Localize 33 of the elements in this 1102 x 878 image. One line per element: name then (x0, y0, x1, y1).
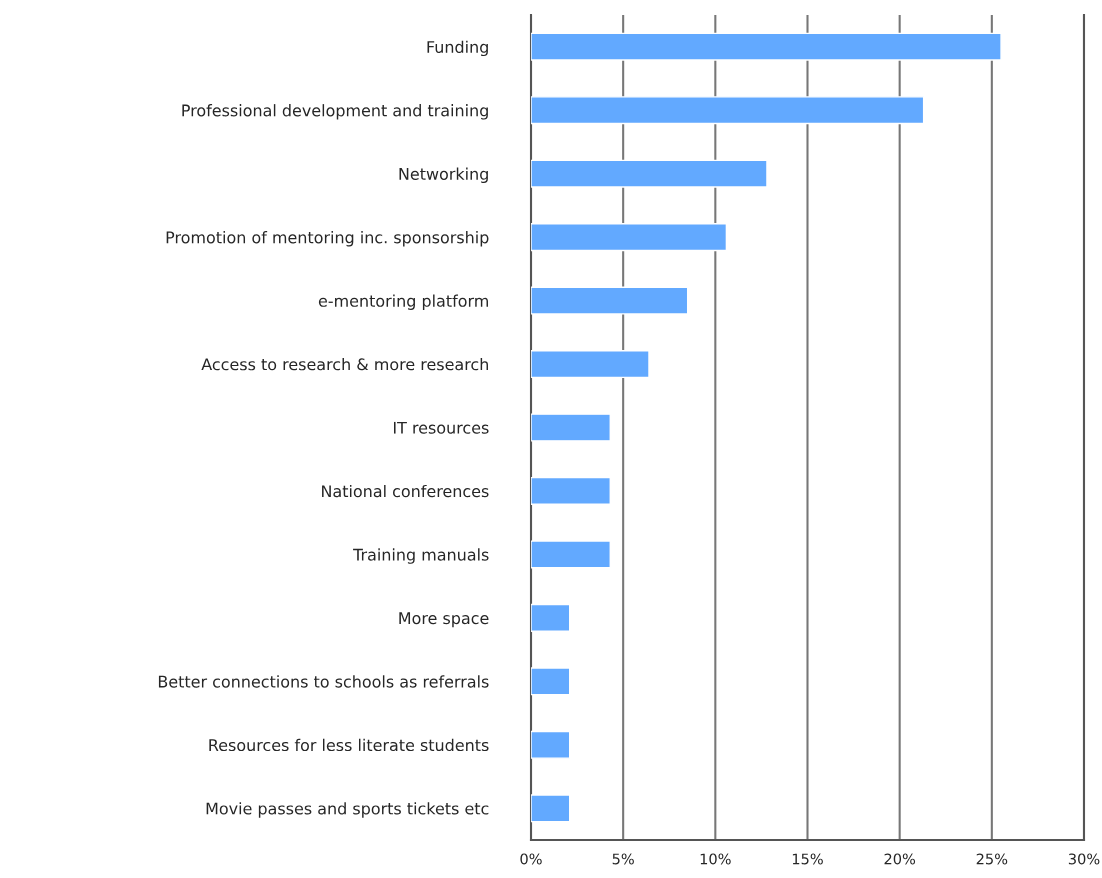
bar (531, 32, 1002, 61)
bar (531, 413, 611, 442)
x-tick-label: 20% (884, 853, 916, 865)
bar (531, 96, 925, 125)
bar (531, 159, 768, 188)
y-tick-label: e-mentoring platform (318, 294, 488, 310)
x-tick-label: 10% (700, 853, 731, 865)
y-tick-label: More space (399, 612, 489, 628)
bar (531, 476, 611, 505)
x-tick-label: 15% (792, 853, 823, 865)
bar (531, 667, 571, 696)
y-tick-label: Better connections to schools as referrals (158, 675, 489, 688)
x-tick-label: 25% (976, 853, 1008, 865)
y-tick-label: Promotion of mentoring inc. sponsorship (166, 231, 489, 247)
y-tick-label: Resources for less literate students (209, 738, 489, 752)
y-tick-label: Professional development and training (182, 104, 488, 120)
y-tick-label: Access to research & more research (201, 357, 488, 371)
x-tick-label: 5% (612, 853, 634, 865)
y-tick-label: Funding (427, 40, 488, 57)
y-tick-label: Training manuals (353, 548, 489, 564)
bar (531, 350, 650, 379)
y-tick-label: National conferences (322, 484, 489, 498)
bar (531, 603, 571, 632)
x-tick-label: 0% (520, 853, 542, 865)
bar (531, 730, 571, 759)
bar (531, 794, 571, 823)
y-tick-label: Movie passes and sports tickets etc (206, 802, 489, 818)
y-tick-label: Networking (399, 167, 488, 184)
bar (531, 286, 689, 315)
x-tick-label: 30% (1068, 853, 1100, 865)
bar (531, 223, 728, 252)
bar (531, 540, 611, 569)
y-tick-label: IT resources (393, 421, 489, 434)
